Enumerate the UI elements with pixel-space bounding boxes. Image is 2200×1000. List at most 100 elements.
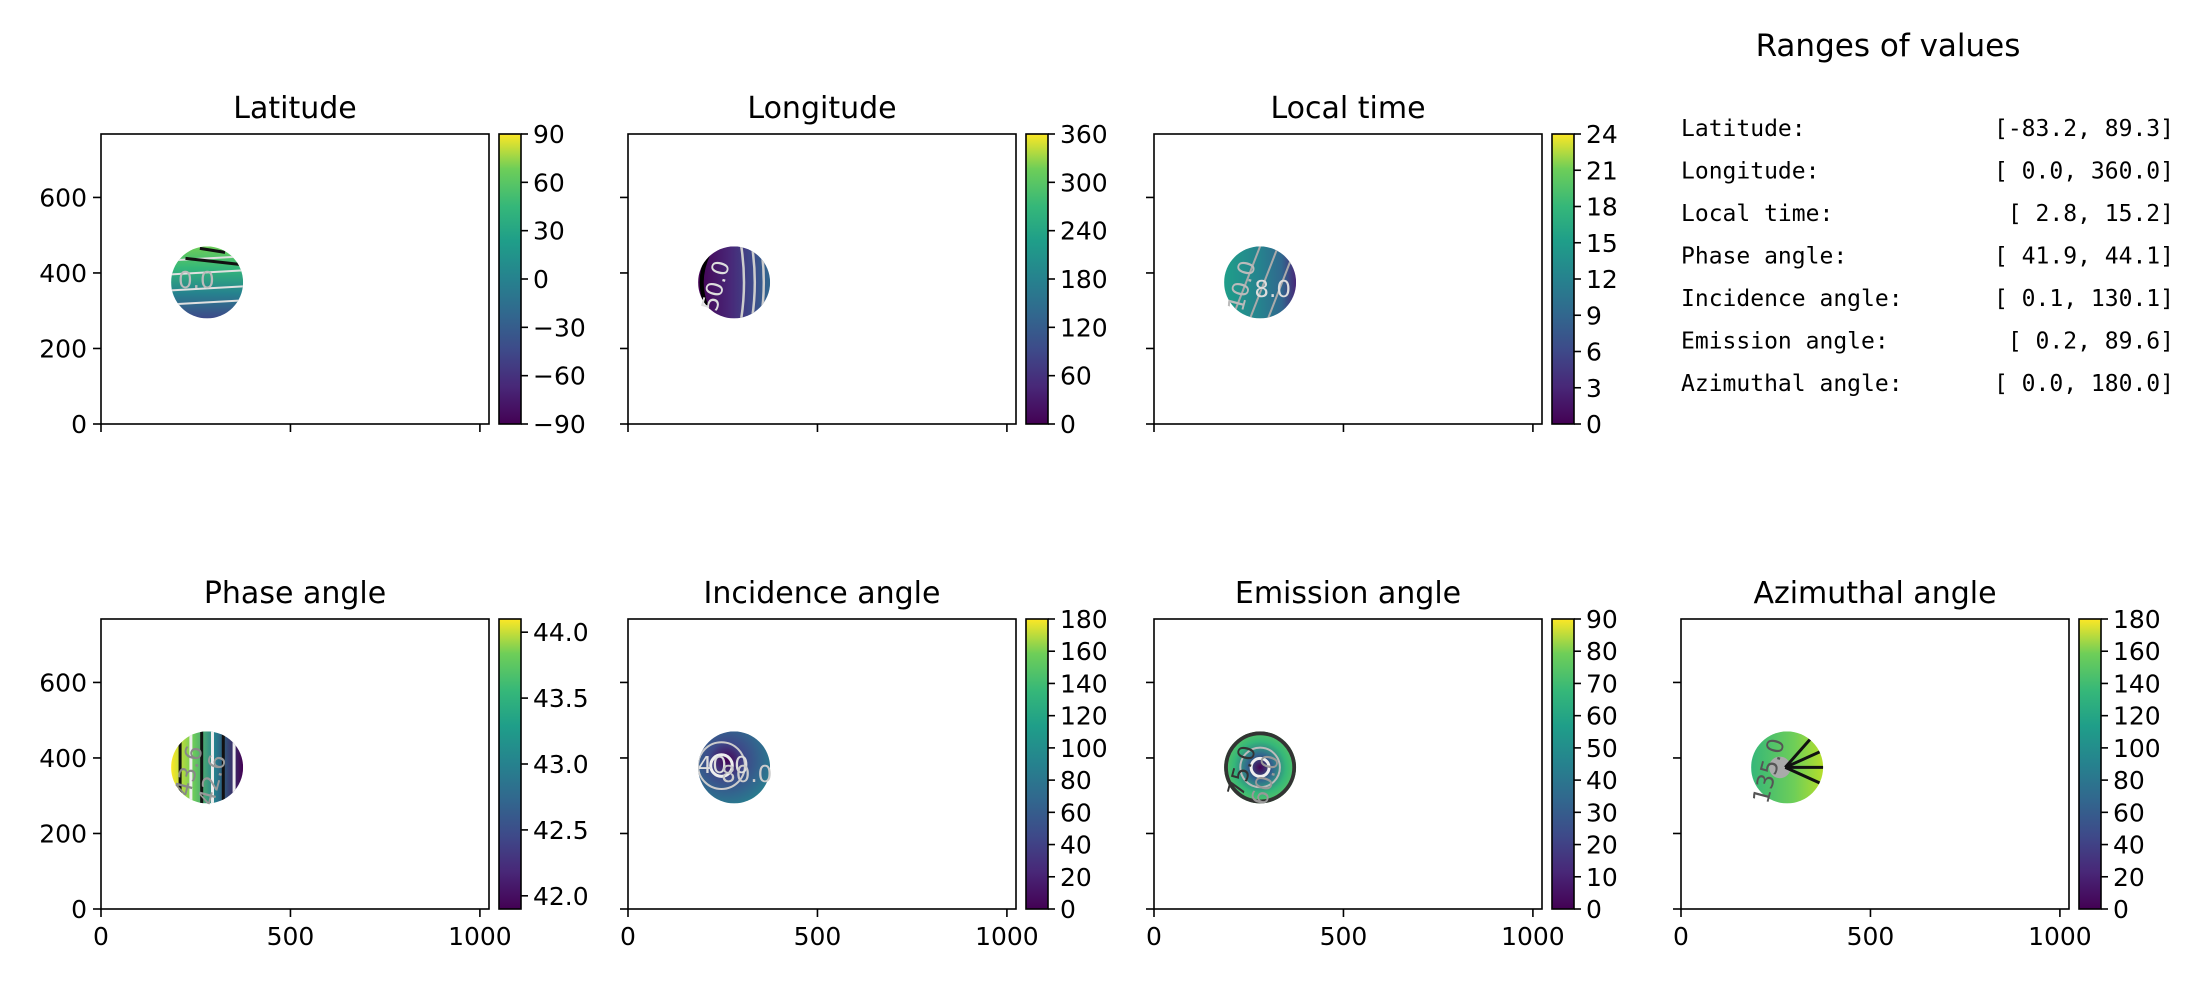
contour-label: 40.0 xyxy=(698,753,749,779)
axes-frame xyxy=(627,133,1017,425)
colorbar-tick-label: 80 xyxy=(1060,766,1092,795)
colorbar-tick-label: 9 xyxy=(1586,301,1602,330)
colorbar-tick-label: 0 xyxy=(1060,895,1076,924)
contour-label: 80.0 xyxy=(721,762,772,788)
colorbar-tick-label: 60 xyxy=(1060,798,1092,827)
x-tick-label: 0 xyxy=(1673,922,1689,951)
panel-title: Phase angle xyxy=(204,576,386,611)
colorbar-tick-label: 0 xyxy=(1586,895,1602,924)
colorbar-tick-label: 120 xyxy=(1060,313,1108,342)
y-tick-label: 0 xyxy=(71,895,87,924)
panel-title: Local time xyxy=(1270,91,1425,126)
y-tick-label: 600 xyxy=(39,183,87,212)
colorbar-tick-label: 90 xyxy=(1586,605,1618,634)
x-tick-label: 1000 xyxy=(975,922,1039,951)
x-tick-label: 0 xyxy=(93,922,109,951)
colorbar-tick-label: 40 xyxy=(2113,831,2145,860)
colorbar-tick-label: 100 xyxy=(1060,734,1108,763)
range-value: [ 2.8, 15.2] xyxy=(2008,201,2174,227)
colorbar xyxy=(1551,618,1575,910)
disc-image xyxy=(698,731,771,804)
colorbar-tick-label: 60 xyxy=(1586,702,1618,731)
colorbar-tick-label: 0 xyxy=(1060,410,1076,439)
colorbar-tick-label: 40 xyxy=(1586,766,1618,795)
panel-title: Emission angle xyxy=(1235,576,1461,611)
range-label: Longitude: xyxy=(1681,159,1819,185)
range-value: [ 0.0, 180.0] xyxy=(1994,371,2174,397)
x-tick-label: 500 xyxy=(1320,922,1368,951)
y-tick-label: 200 xyxy=(39,819,87,848)
colorbar xyxy=(498,618,522,910)
colorbar-tick-label: 30 xyxy=(533,217,565,246)
colorbar-tick-label: 90 xyxy=(533,120,565,149)
colorbar xyxy=(1025,133,1049,425)
x-tick-label: 1000 xyxy=(1501,922,1565,951)
contour-label: 0.0 xyxy=(178,268,215,294)
colorbar-tick-label: 360 xyxy=(1060,120,1108,149)
y-tick-label: 200 xyxy=(39,334,87,363)
colorbar-tick-label: 3 xyxy=(1586,374,1602,403)
x-tick-label: 0 xyxy=(1146,922,1162,951)
colorbar-tick-label: 42.0 xyxy=(533,882,589,911)
y-tick-label: 400 xyxy=(39,259,87,288)
disc-image xyxy=(171,246,244,319)
colorbar-tick-label: 160 xyxy=(2113,637,2161,666)
colorbar-tick-label: 160 xyxy=(1060,637,1108,666)
panel-title: Latitude xyxy=(233,91,356,126)
colorbar-tick-label: 60 xyxy=(533,168,565,197)
range-label: Local time: xyxy=(1681,201,1833,227)
colorbar xyxy=(498,133,522,425)
colorbar-tick-label: 60 xyxy=(2113,798,2145,827)
colorbar-tick-label: 120 xyxy=(2113,702,2161,731)
axes-frame xyxy=(627,618,1017,910)
range-label: Incidence angle: xyxy=(1681,286,1903,312)
colorbar-tick-label: 70 xyxy=(1586,669,1618,698)
axes-frame xyxy=(1153,618,1543,910)
colorbar-tick-label: 0 xyxy=(2113,895,2129,924)
colorbar-tick-label: 12 xyxy=(1586,265,1618,294)
colorbar-tick-label: −60 xyxy=(533,362,586,391)
y-tick-label: 600 xyxy=(39,668,87,697)
range-value: [-83.2, 89.3] xyxy=(1994,116,2174,142)
range-label: Phase angle: xyxy=(1681,244,1847,270)
colorbar-tick-label: 43.0 xyxy=(533,750,589,779)
range-value: [ 0.1, 130.1] xyxy=(1994,286,2174,312)
colorbar-tick-label: 20 xyxy=(2113,863,2145,892)
colorbar-tick-label: 21 xyxy=(1586,156,1618,185)
range-label: Azimuthal angle: xyxy=(1681,371,1903,397)
disc-image xyxy=(1751,731,1824,804)
disc-image xyxy=(1224,246,1297,319)
colorbar-tick-label: 42.5 xyxy=(533,816,589,845)
panel-title: Azimuthal angle xyxy=(1753,576,1996,611)
colorbar xyxy=(1551,133,1575,425)
colorbar-tick-label: 140 xyxy=(1060,669,1108,698)
range-value: [ 0.2, 89.6] xyxy=(2008,329,2174,355)
x-tick-label: 1000 xyxy=(448,922,512,951)
axes-frame xyxy=(100,618,490,910)
colorbar-tick-label: 140 xyxy=(2113,669,2161,698)
colorbar-tick-label: 300 xyxy=(1060,168,1108,197)
colorbar-tick-label: 80 xyxy=(2113,766,2145,795)
colorbar-tick-label: 100 xyxy=(2113,734,2161,763)
panel-title: Incidence angle xyxy=(704,576,941,611)
range-label: Emission angle: xyxy=(1681,329,1889,355)
colorbar-tick-label: 10 xyxy=(1586,863,1618,892)
colorbar-tick-label: 60 xyxy=(1060,362,1092,391)
range-value: [ 0.0, 360.0] xyxy=(1994,159,2174,185)
x-tick-label: 500 xyxy=(267,922,315,951)
colorbar-tick-label: 50 xyxy=(1586,734,1618,763)
colorbar-tick-label: 20 xyxy=(1586,831,1618,860)
range-label: Latitude: xyxy=(1681,116,1806,142)
colorbar-tick-label: 18 xyxy=(1586,193,1618,222)
axes-frame xyxy=(100,133,490,425)
colorbar-tick-label: 43.5 xyxy=(533,684,589,713)
colorbar-tick-label: 20 xyxy=(1060,863,1092,892)
colorbar-tick-label: −90 xyxy=(533,410,586,439)
x-tick-label: 500 xyxy=(794,922,842,951)
